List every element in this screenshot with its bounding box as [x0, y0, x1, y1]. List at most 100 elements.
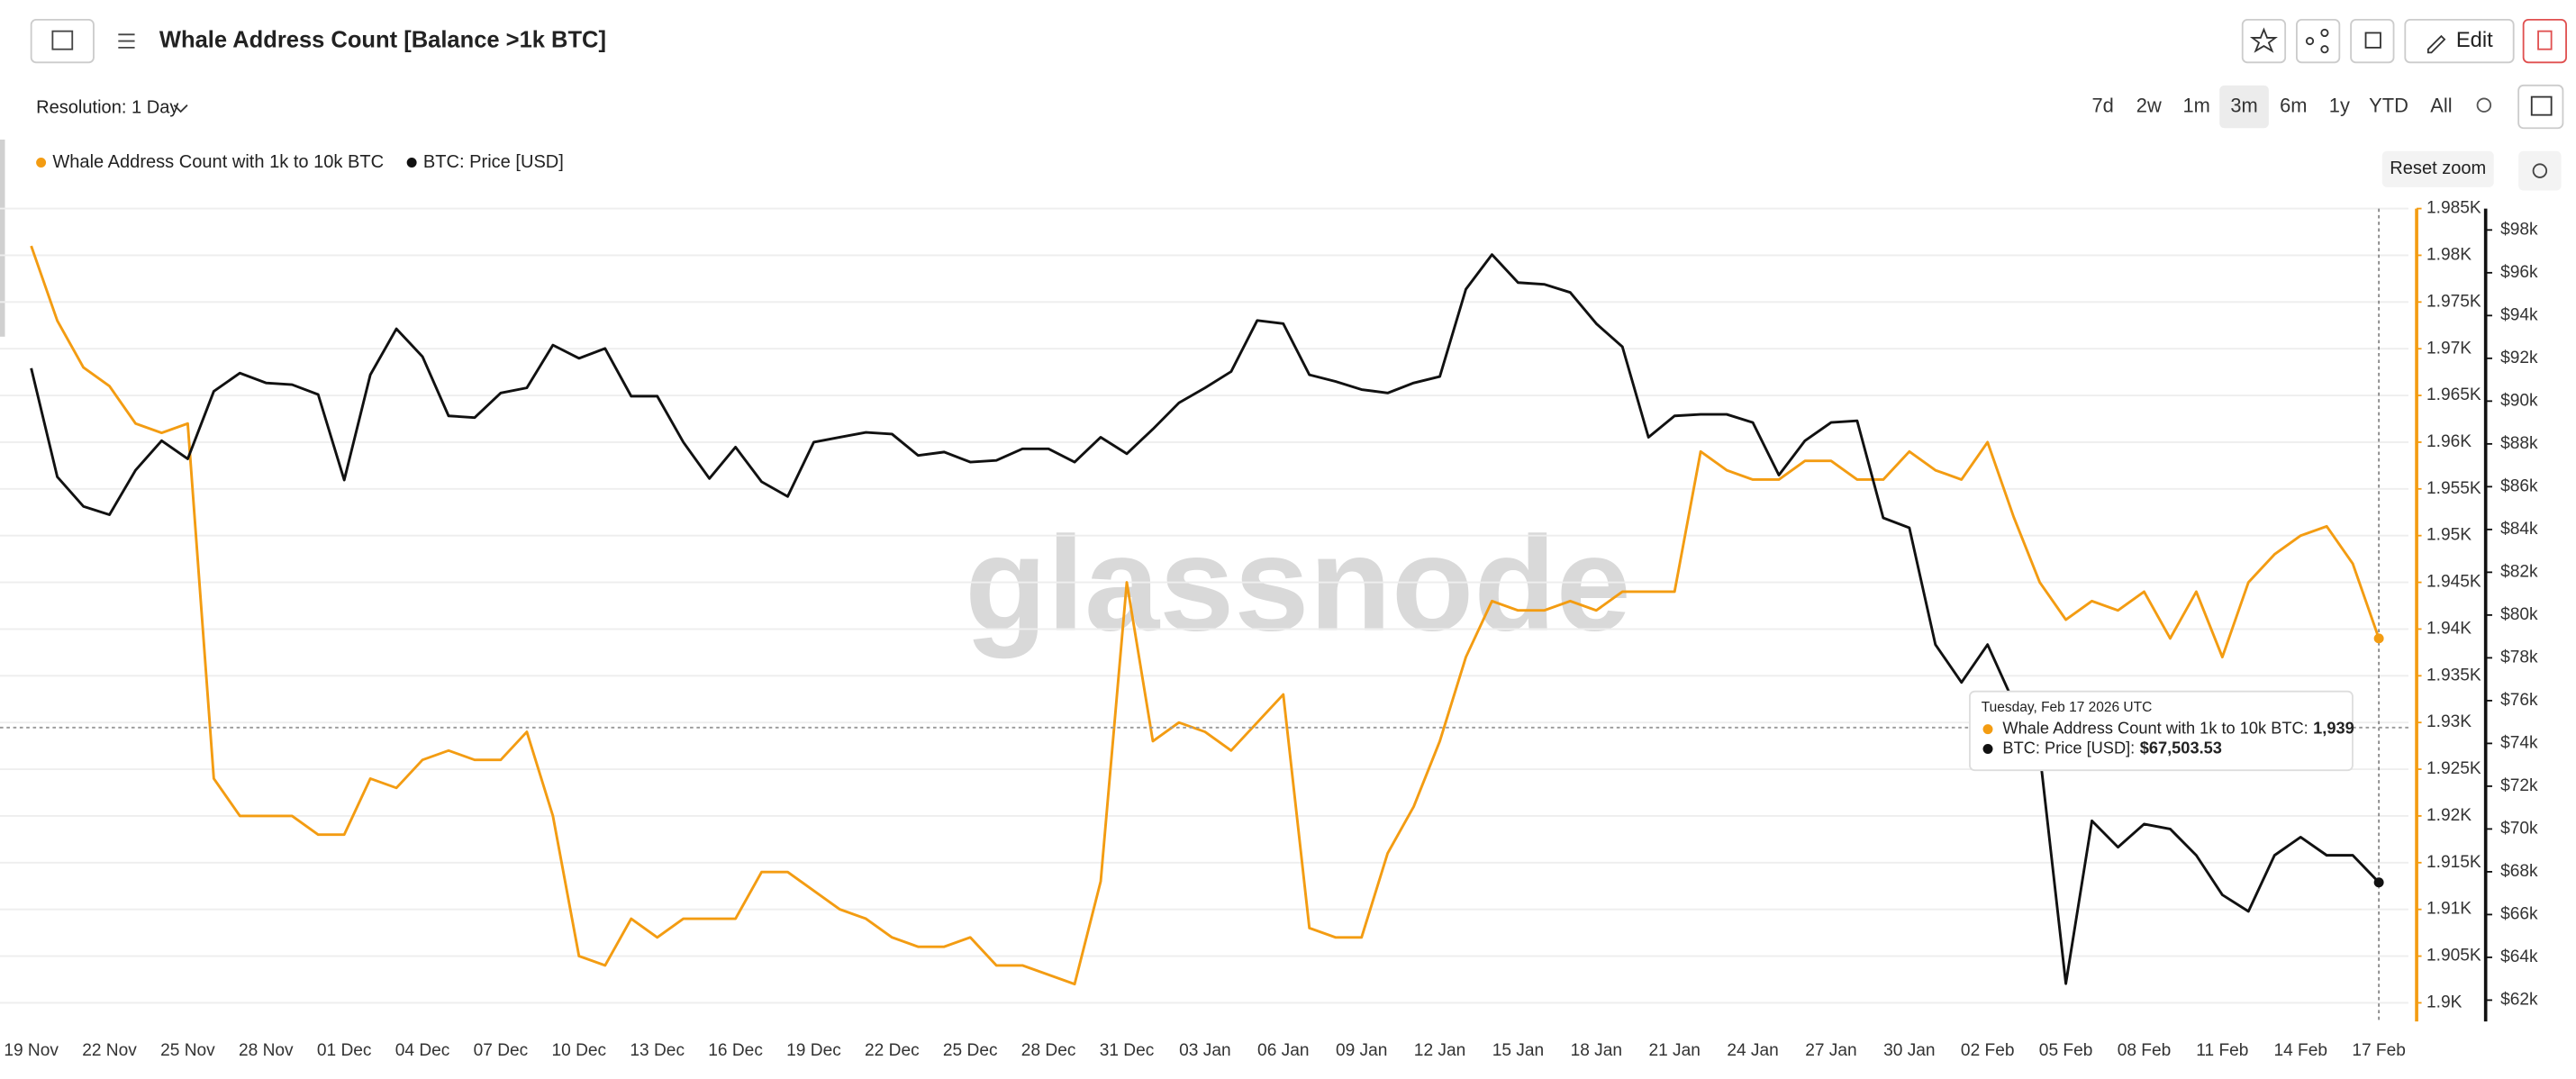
- range-button[interactable]: 2w: [2136, 94, 2162, 116]
- legend: Whale Address Count with 1k to 10k BTC BT…: [36, 152, 564, 172]
- y2-tick-label: $96k: [2500, 263, 2538, 282]
- range-button[interactable]: All: [2430, 94, 2452, 116]
- tooltip-title: Tuesday, Feb 17 2026 UTC: [1982, 700, 2153, 715]
- x-tick-label: 25 Nov: [160, 1041, 215, 1060]
- legend-marker: [36, 158, 47, 168]
- y2-tick-label: $72k: [2500, 776, 2538, 795]
- y-tick-label: 1.985K: [2426, 199, 2481, 218]
- tooltip-marker: [1982, 744, 1993, 754]
- sidebar-toggle[interactable]: [30, 18, 95, 64]
- x-tick-label: 28 Dec: [1021, 1041, 1076, 1060]
- tooltip-value: 1,939: [2313, 718, 2354, 737]
- y-tick-label: 1.905K: [2426, 947, 2481, 966]
- range-button[interactable]: 1y: [2329, 94, 2350, 116]
- y2-tick-label: $62k: [2500, 990, 2538, 1009]
- hover-point: [2373, 633, 2384, 644]
- reset-zoom-button[interactable]: [2381, 150, 2494, 187]
- x-tick-label: 02 Feb: [1961, 1041, 2015, 1060]
- range-selected: [2219, 85, 2269, 129]
- y-tick-label: 1.92K: [2426, 806, 2472, 825]
- tooltip: [1969, 690, 2354, 772]
- x-tick-label: 25 Dec: [943, 1041, 998, 1060]
- y-tick-label: 1.93K: [2426, 712, 2472, 731]
- y-tick-label: 1.975K: [2426, 292, 2481, 311]
- x-tick-label: 14 Feb: [2273, 1041, 2327, 1060]
- x-tick-label: 28 Nov: [239, 1041, 294, 1060]
- x-tick-label: 15 Jan: [1492, 1041, 1544, 1060]
- calendar-button[interactable]: [2517, 84, 2564, 130]
- y-tick-label: 1.955K: [2426, 479, 2481, 498]
- camera-icon: [2532, 163, 2548, 178]
- share-button[interactable]: [2296, 18, 2341, 64]
- legend-label: Whale Address Count with 1k to 10k BTC: [52, 152, 384, 172]
- x-tick-label: 12 Jan: [1414, 1041, 1465, 1060]
- x-tick-label: 04 Dec: [395, 1041, 450, 1060]
- x-tick-label: 18 Jan: [1571, 1041, 1622, 1060]
- y-tick-label: 1.965K: [2426, 385, 2481, 404]
- x-tick-label: 06 Jan: [1257, 1041, 1309, 1060]
- range-button[interactable]: 3m: [2230, 94, 2257, 116]
- y2-tick-label: $78k: [2500, 648, 2538, 666]
- y-tick-label: 1.91K: [2426, 900, 2472, 919]
- x-tick-label: 16 Dec: [708, 1041, 763, 1060]
- series-line: [30, 245, 2381, 986]
- share-icon: [2305, 28, 2329, 54]
- y2-tick-label: $80k: [2500, 605, 2538, 624]
- x-tick-label: 19 Nov: [4, 1041, 59, 1060]
- range-button[interactable]: 6m: [2280, 94, 2307, 116]
- y2-tick-label: $88k: [2500, 434, 2538, 453]
- x-tick-label: 17 Feb: [2352, 1041, 2406, 1060]
- x-tick-label: 09 Jan: [1336, 1041, 1387, 1060]
- tooltip-marker: [1982, 724, 1993, 735]
- y2-tick-label: $76k: [2500, 691, 2538, 710]
- x-tick-label: 30 Jan: [1883, 1041, 1935, 1060]
- y-tick-label: 1.97K: [2426, 339, 2472, 358]
- x-tick-label: 08 Feb: [2118, 1041, 2172, 1060]
- y2-tick-label: $66k: [2500, 904, 2538, 923]
- y2-tick-label: $68k: [2500, 862, 2538, 881]
- range-button[interactable]: YTD: [2369, 94, 2408, 116]
- y2-tick-label: $74k: [2500, 733, 2538, 752]
- delete-button[interactable]: [2522, 18, 2567, 64]
- zoom-icon: [2476, 97, 2492, 113]
- duplicate-button[interactable]: [2350, 18, 2395, 64]
- x-tick-label: 24 Jan: [1727, 1041, 1778, 1060]
- tooltip-value: $67,503.53: [2140, 738, 2222, 757]
- x-tick-label: 01 Dec: [317, 1041, 372, 1060]
- series-line: [30, 253, 2381, 985]
- y2-tick-label: $84k: [2500, 520, 2538, 539]
- list-icon[interactable]: [118, 33, 135, 49]
- favorite-button[interactable]: [2241, 18, 2287, 64]
- page-title: Whale Address Count [Balance >1k BTC]: [159, 27, 606, 52]
- tooltip-label: Whale Address Count with 1k to 10k BTC:: [2002, 718, 2308, 737]
- y-tick-label: 1.945K: [2426, 573, 2481, 592]
- x-tick-label: 10 Dec: [552, 1041, 607, 1060]
- y-tick-label: 1.98K: [2426, 246, 2472, 265]
- resolution-select[interactable]: Resolution: 1 Day: [36, 98, 178, 118]
- star-icon: [2249, 27, 2278, 53]
- x-tick-label: 31 Dec: [1100, 1041, 1155, 1060]
- copy-icon: [2364, 32, 2381, 49]
- plot-area: glassnode 1.9K 1.905K 1.91K 1.915K 1.92K 1.925…: [0, 199, 2538, 1060]
- y2-tick-label: $70k: [2500, 819, 2538, 838]
- edit-label: Edit: [2456, 29, 2493, 52]
- y-tick-label: 1.95K: [2426, 526, 2472, 545]
- calendar-icon: [2530, 95, 2553, 116]
- screenshot-button[interactable]: [2518, 150, 2562, 191]
- chevron: [173, 104, 188, 113]
- x-tick-label: 13 Dec: [630, 1041, 685, 1060]
- legend-marker: [406, 158, 417, 168]
- y-tick-label: 1.96K: [2426, 432, 2472, 451]
- reset-zoom-label: Reset zoom: [2390, 159, 2486, 178]
- x-tick-label: 22 Nov: [82, 1041, 137, 1060]
- y2-tick-label: $98k: [2500, 220, 2538, 239]
- y2-tick-label: $90k: [2500, 391, 2538, 410]
- watermark: glassnode: [965, 509, 1631, 659]
- range-button[interactable]: 7d: [2092, 94, 2114, 116]
- scrollbar: [0, 139, 5, 337]
- range-button[interactable]: 1m: [2182, 94, 2209, 116]
- y-tick-label: 1.94K: [2426, 620, 2472, 639]
- y-tick-label: 1.9K: [2426, 993, 2463, 1011]
